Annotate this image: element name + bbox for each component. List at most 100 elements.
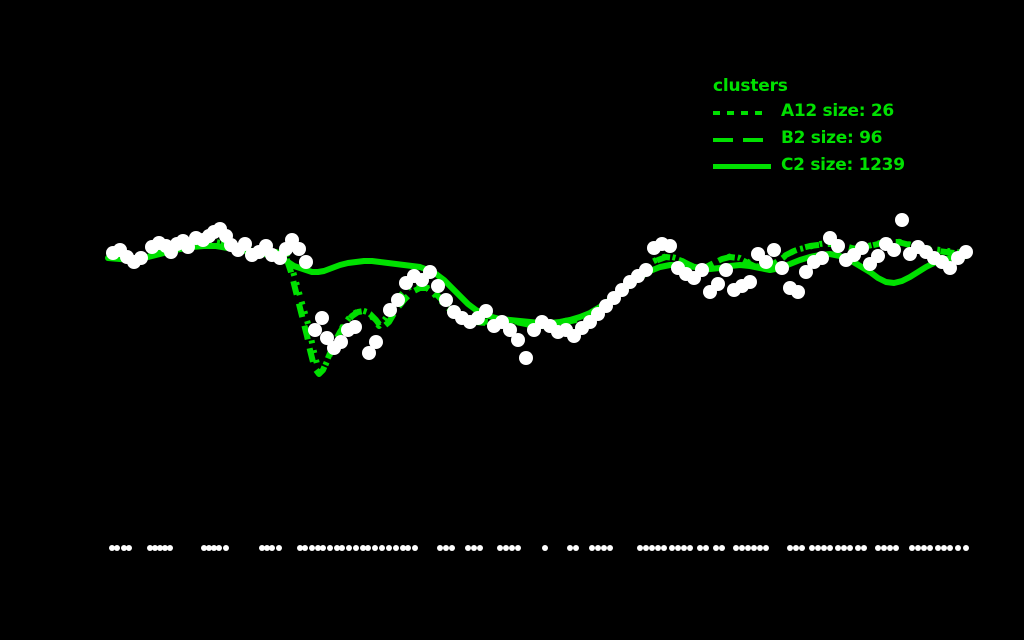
rug-tick [309, 545, 315, 551]
rug-tick [477, 545, 483, 551]
series-layer [105, 238, 969, 377]
scatter-point [238, 237, 252, 251]
rug-tick [327, 545, 333, 551]
rug-tick [379, 545, 385, 551]
scatter-point [719, 263, 733, 277]
rug-tick [847, 545, 853, 551]
rug-tick [162, 545, 168, 551]
rug-tick [887, 545, 893, 551]
scatter-point [775, 261, 789, 275]
rug-tick [152, 545, 158, 551]
rug-tick [386, 545, 392, 551]
rug-tick [799, 545, 805, 551]
scatter-point [181, 240, 195, 254]
rug-tick [643, 545, 649, 551]
rug-tick [815, 545, 821, 551]
rug-tick [681, 545, 687, 551]
rug-tick [675, 545, 681, 551]
rug-tick [927, 545, 933, 551]
rug-tick [334, 545, 340, 551]
rug-tick [360, 545, 366, 551]
rug-tick [223, 545, 229, 551]
scatter-point [134, 251, 148, 265]
rug-tick [297, 545, 303, 551]
rug-tick [763, 545, 769, 551]
scatter-point [815, 251, 829, 265]
rug-tick [661, 545, 667, 551]
rug-tick [809, 545, 815, 551]
scatter-point [503, 323, 517, 337]
rug-tick [339, 545, 345, 551]
rug-tick [211, 545, 217, 551]
rug-tick [509, 545, 515, 551]
rug-tick [745, 545, 751, 551]
scatter-point [871, 249, 885, 263]
rug-tick [437, 545, 443, 551]
rug-tick [589, 545, 595, 551]
rug-tick [206, 545, 212, 551]
scatter-point [391, 293, 405, 307]
scatter-point [315, 311, 329, 325]
rug-tick [216, 545, 222, 551]
scatter-point [383, 303, 397, 317]
scatter-point [369, 335, 383, 349]
rug-tick [264, 545, 270, 551]
rug-tick [841, 545, 847, 551]
rug-tick [861, 545, 867, 551]
rug-tick [353, 545, 359, 551]
rug-tick [320, 545, 326, 551]
scatter-point [759, 255, 773, 269]
rug-tick [503, 545, 509, 551]
rug-tick [601, 545, 607, 551]
rug-tick [400, 545, 406, 551]
scatter-point [519, 351, 533, 365]
rug-tick [649, 545, 655, 551]
rug-tick [573, 545, 579, 551]
rug-tick [201, 545, 207, 551]
scatter-point [943, 261, 957, 275]
rug-tick [465, 545, 471, 551]
rug-tick [793, 545, 799, 551]
rug-tick [542, 545, 548, 551]
scatter-point [711, 277, 725, 291]
scatter-point [831, 239, 845, 253]
rug-tick [655, 545, 661, 551]
rug-tick [259, 545, 265, 551]
rug-tick [515, 545, 521, 551]
rug-tick [941, 545, 947, 551]
rug-tick [365, 545, 371, 551]
scatter-point [855, 241, 869, 255]
rug-tick [302, 545, 308, 551]
rug-tick [497, 545, 503, 551]
rug-tick [915, 545, 921, 551]
scatter-point [334, 335, 348, 349]
rug-tick [669, 545, 675, 551]
rug-tick [595, 545, 601, 551]
scatter-point [308, 323, 322, 337]
scatter-layer [106, 213, 973, 365]
series-line-a12 [109, 238, 965, 374]
rug-tick [893, 545, 899, 551]
rug-tick [821, 545, 827, 551]
scatter-point [663, 239, 677, 253]
rug-tick [567, 545, 573, 551]
scatter-point [348, 320, 362, 334]
rug-tick [269, 545, 275, 551]
scatter-point [791, 285, 805, 299]
rug-tick [835, 545, 841, 551]
scatter-point [959, 245, 973, 259]
rug-layer [109, 545, 969, 551]
rug-tick [443, 545, 449, 551]
rug-tick [935, 545, 941, 551]
rug-tick [393, 545, 399, 551]
scatter-point [299, 255, 313, 269]
scatter-point [423, 265, 437, 279]
rug-tick [855, 545, 861, 551]
rug-tick [412, 545, 418, 551]
series-line-c2 [105, 243, 969, 326]
scatter-point [767, 243, 781, 257]
scatter-point [743, 275, 757, 289]
rug-tick [147, 545, 153, 551]
rug-tick [881, 545, 887, 551]
rug-tick [921, 545, 927, 551]
